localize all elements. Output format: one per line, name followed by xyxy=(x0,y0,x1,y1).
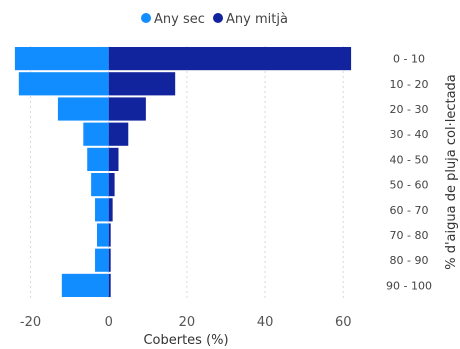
category-labels: 0 - 10 10 - 20 20 - 30 30 - 40 40 - 50 50 - 6… xyxy=(386,53,432,293)
bar-any-mitja[interactable] xyxy=(108,97,146,121)
category-label: 0 - 10 xyxy=(393,53,425,66)
bar-any-mitja[interactable] xyxy=(108,248,111,272)
bar-any-sec[interactable] xyxy=(97,223,109,247)
bar-any-mitja[interactable] xyxy=(108,273,111,297)
bar-any-sec[interactable] xyxy=(95,248,109,272)
bar-any-sec[interactable] xyxy=(61,273,109,297)
bar-any-sec[interactable] xyxy=(18,72,109,96)
legend-label-any-mitja[interactable]: Any mitjà xyxy=(226,12,288,27)
x-axis-title: Cobertes (%) xyxy=(143,333,228,348)
bar-any-mitja[interactable] xyxy=(108,198,113,222)
category-label: 10 - 20 xyxy=(390,78,429,91)
x-axis-ticks: -20 0 20 40 60 xyxy=(20,315,352,330)
bar-any-sec[interactable] xyxy=(87,147,109,171)
category-label: 50 - 60 xyxy=(390,179,429,192)
x-tick-label: -20 xyxy=(20,315,41,330)
bar-any-sec[interactable] xyxy=(83,122,109,146)
category-label: 60 - 70 xyxy=(390,204,429,217)
bar-any-mitja[interactable] xyxy=(108,72,176,96)
bar-any-sec[interactable] xyxy=(57,97,109,121)
bar-any-sec[interactable] xyxy=(91,173,109,197)
legend: Any sec Any mitjà xyxy=(141,12,288,27)
category-label: 30 - 40 xyxy=(390,128,429,141)
bar-any-mitja[interactable] xyxy=(108,223,111,247)
category-label: 90 - 100 xyxy=(386,279,432,292)
legend-label-any-sec[interactable]: Any sec xyxy=(154,12,205,27)
bar-any-mitja[interactable] xyxy=(108,47,352,71)
bar-any-sec[interactable] xyxy=(95,198,109,222)
bars xyxy=(14,47,352,297)
category-label: 40 - 50 xyxy=(390,153,429,166)
x-tick-label: 60 xyxy=(335,315,352,330)
x-tick-label: 40 xyxy=(257,315,274,330)
x-tick-label: 0 xyxy=(105,315,113,330)
category-label: 20 - 30 xyxy=(390,103,429,116)
bar-any-mitja[interactable] xyxy=(108,173,115,197)
legend-marker-any-sec xyxy=(141,13,151,23)
bar-any-mitja[interactable] xyxy=(108,147,119,171)
bar-any-sec[interactable] xyxy=(14,47,109,71)
x-tick-label: 20 xyxy=(179,315,196,330)
bar-any-mitja[interactable] xyxy=(108,122,129,146)
y-axis-title: % d'aigua de pluja col·lectada xyxy=(444,74,459,270)
category-label: 80 - 90 xyxy=(390,254,429,267)
legend-marker-any-mitja xyxy=(213,13,223,23)
category-label: 70 - 80 xyxy=(390,229,429,242)
